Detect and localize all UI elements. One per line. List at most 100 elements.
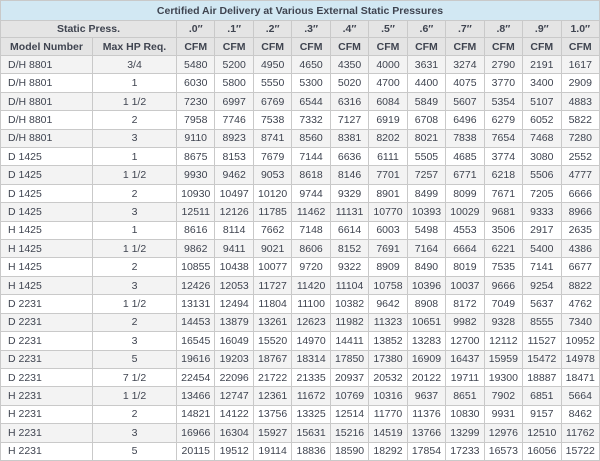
cfm-value-cell: 4883 <box>560 91 600 112</box>
cfm-value-cell: 6997 <box>214 91 254 112</box>
cfm-value-cell: 8019 <box>445 257 485 277</box>
cfm-value-cell: 7049 <box>483 294 524 314</box>
cfm-value-cell: 4553 <box>445 220 485 241</box>
table-row: D 1425 2 10930 10497 10120 9744 9329 8901 8499 80… <box>0 183 600 204</box>
cfm-value-cell: 12747 <box>214 386 254 406</box>
cfm-value-cell: 9681 <box>483 202 524 222</box>
model-number-cell: H 1425 <box>0 239 93 259</box>
cfm-value-cell: 9744 <box>291 183 331 204</box>
cfm-value-cell: 6771 <box>445 165 485 185</box>
max-hp-cell: 1 1/2 <box>92 386 177 406</box>
cfm-value-cell: 2917 <box>522 220 562 241</box>
cfm-value-cell: 8099 <box>445 183 485 204</box>
model-number-cell: D 1425 <box>0 183 93 204</box>
cfm-value-cell: 17854 <box>406 441 447 461</box>
cfm-value-cell: 7468 <box>522 128 562 149</box>
cfm-value-cell: 6030 <box>175 73 216 93</box>
cfm-value-cell: 14970 <box>291 331 331 351</box>
cfm-value-cell: 9930 <box>175 165 216 185</box>
cfm-value-cell: 5200 <box>214 54 254 75</box>
cfm-value-cell: 15472 <box>522 349 562 369</box>
cfm-value-cell: 12700 <box>445 331 485 351</box>
cfm-value-cell: 14411 <box>329 331 370 351</box>
table-row: D 2231 2 14453 13879 13261 12623 11982 11323 106… <box>0 312 600 333</box>
model-number-cell: H 2231 <box>0 404 93 425</box>
cfm-value-cell: 11376 <box>406 404 447 425</box>
cfm-value-cell: 11323 <box>368 312 408 333</box>
cfm-value-cell: 8651 <box>445 386 485 406</box>
cfm-value-cell: 7127 <box>329 110 370 130</box>
model-number-cell: D 1425 <box>0 202 93 222</box>
cfm-value-cell: 11770 <box>368 404 408 425</box>
cfm-value-cell: 19711 <box>445 367 485 388</box>
cfm-value-cell: 8153 <box>214 147 254 167</box>
model-number-cell: D 2231 <box>0 312 93 333</box>
cfm-value-cell: 6708 <box>406 110 447 130</box>
cfm-value-cell: 9157 <box>522 404 562 425</box>
table-row: D/H 8801 3 9110 8923 8741 8560 8381 8202 8021 783… <box>0 128 600 149</box>
cfm-value-cell: 7654 <box>483 128 524 149</box>
cfm-value-cell: 12623 <box>291 312 331 333</box>
max-hp-cell: 1 1/2 <box>92 239 177 259</box>
cfm-value-cell: 6218 <box>483 165 524 185</box>
model-number-cell: H 1425 <box>0 275 93 296</box>
column-header-row: Model Number Max HP Req. CFM CFM CFM CFM CFM… <box>0 37 600 56</box>
cfm-value-cell: 7679 <box>252 147 293 167</box>
model-number-cell: H 2231 <box>0 423 93 443</box>
cfm-value-cell: 9328 <box>483 312 524 333</box>
max-hp-cell: 2 <box>92 312 177 333</box>
cfm-value-cell: 8616 <box>175 220 216 241</box>
cfm-value-cell: 22096 <box>214 367 254 388</box>
cfm-value-cell: 5300 <box>291 73 331 93</box>
cfm-value-cell: 12494 <box>214 294 254 314</box>
cfm-value-cell: 7535 <box>483 257 524 277</box>
max-hp-cell: 3 <box>92 128 177 149</box>
cfm-value-cell: 16573 <box>483 441 524 461</box>
max-hp-cell: 2 <box>92 257 177 277</box>
cfm-unit-header: CFM <box>252 37 293 56</box>
cfm-value-cell: 14453 <box>175 312 216 333</box>
cfm-value-cell: 19203 <box>214 349 254 369</box>
pressure-column-header: .9″ <box>522 20 562 38</box>
cfm-value-cell: 16437 <box>445 349 485 369</box>
cfm-value-cell: 5849 <box>406 91 447 112</box>
cfm-value-cell: 9982 <box>445 312 485 333</box>
cfm-value-cell: 8202 <box>368 128 408 149</box>
model-number-cell: D 1425 <box>0 147 93 167</box>
cfm-value-cell: 4950 <box>252 54 293 75</box>
cfm-value-cell: 10855 <box>175 257 216 277</box>
model-number-cell: H 2231 <box>0 441 93 461</box>
cfm-value-cell: 11762 <box>560 423 600 443</box>
cfm-value-cell: 8381 <box>329 128 370 149</box>
pressure-column-header: .6″ <box>406 20 447 38</box>
cfm-value-cell: 4700 <box>368 73 408 93</box>
max-hp-header: Max HP Req. <box>92 37 177 56</box>
cfm-unit-header: CFM <box>560 37 600 56</box>
cfm-value-cell: 9053 <box>252 165 293 185</box>
cfm-value-cell: 7958 <box>175 110 216 130</box>
max-hp-cell: 2 <box>92 110 177 130</box>
cfm-value-cell: 11527 <box>522 331 562 351</box>
cfm-value-cell: 9642 <box>368 294 408 314</box>
cfm-value-cell: 20532 <box>368 367 408 388</box>
cfm-value-cell: 9322 <box>329 257 370 277</box>
model-number-cell: D 2231 <box>0 294 93 314</box>
cfm-value-cell: 2909 <box>560 73 600 93</box>
cfm-value-cell: 5480 <box>175 54 216 75</box>
table-row: H 2231 2 14821 14122 13756 13325 12514 11770 113… <box>0 404 600 425</box>
cfm-value-cell: 7701 <box>368 165 408 185</box>
model-number-cell: D/H 8801 <box>0 73 93 93</box>
cfm-value-cell: 9333 <box>522 202 562 222</box>
table-row: H 1425 2 10855 10438 10077 9720 9322 8909 8490 80… <box>0 257 600 277</box>
cfm-value-cell: 19512 <box>214 441 254 461</box>
cfm-value-cell: 7902 <box>483 386 524 406</box>
cfm-value-cell: 10769 <box>329 386 370 406</box>
cfm-value-cell: 6664 <box>445 239 485 259</box>
table-row: D 2231 1 1/2 13131 12494 11804 11100 10382 9642… <box>0 294 600 314</box>
model-number-cell: D 1425 <box>0 165 93 185</box>
cfm-value-cell: 9931 <box>483 404 524 425</box>
pressure-column-header: .3″ <box>291 20 331 38</box>
table-body: D/H 8801 3/4 5480 5200 4950 4650 4350 4000 3631 3… <box>0 54 600 461</box>
cfm-value-cell: 8021 <box>406 128 447 149</box>
